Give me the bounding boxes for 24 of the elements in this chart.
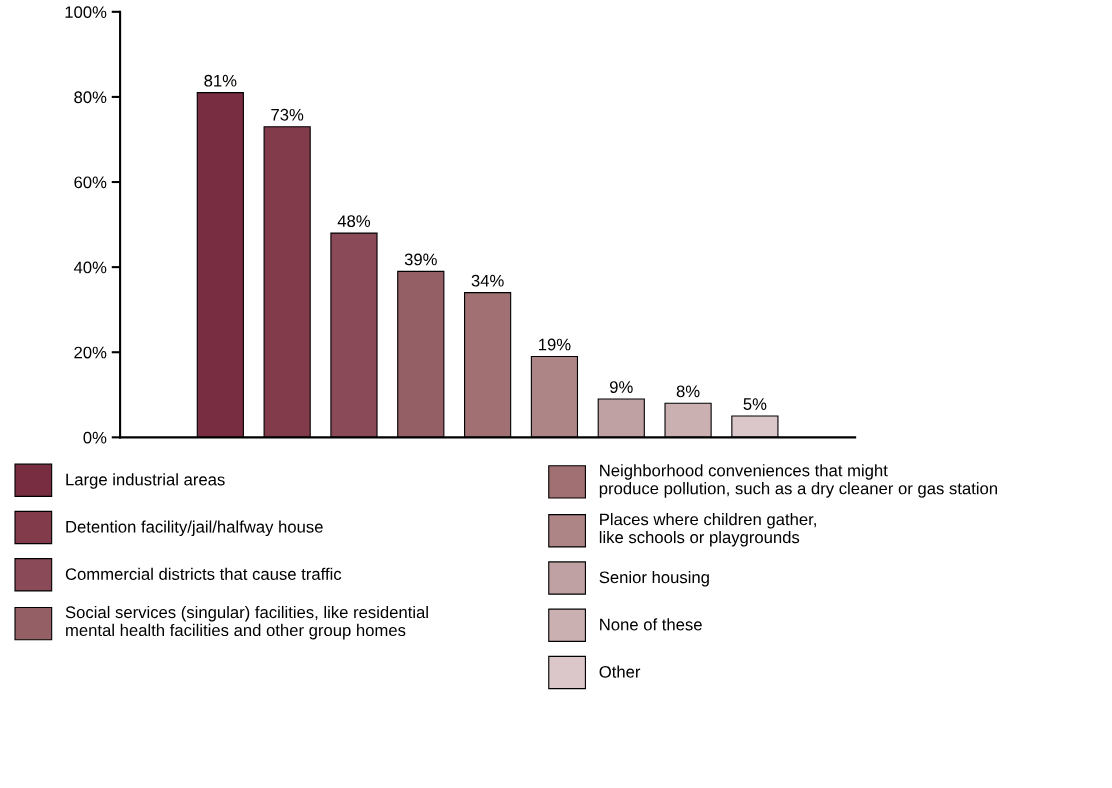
data-label: 34% xyxy=(471,274,504,287)
data-label: 48% xyxy=(337,215,371,228)
legend-label: Commercial districts that cause traffic xyxy=(65,567,342,580)
legend-label: None of these xyxy=(600,618,702,631)
data-label: 73% xyxy=(271,108,304,121)
data-label: 9% xyxy=(609,381,633,393)
legend-label: Senior housing xyxy=(599,570,709,587)
y-tick-label: 40% xyxy=(73,261,107,274)
y-tick-label: 20% xyxy=(74,346,107,359)
data-label: 81% xyxy=(204,74,237,87)
y-tick-label: 80% xyxy=(74,91,107,104)
legend-label: Places where children gather, like schools or playgrounds xyxy=(599,513,816,547)
y-tick-label: 60% xyxy=(74,176,107,189)
data-label: 5% xyxy=(743,398,767,410)
y-tick-label: 0% xyxy=(83,431,107,444)
legend-label: Detention facility/jail/halfway house xyxy=(66,520,323,537)
legend-label: Social services (singular) facilities, like residential mental health facilities and other group homes xyxy=(65,605,428,640)
legend-label: Other xyxy=(599,665,641,678)
legend-label: Large industrial areas xyxy=(66,473,225,489)
y-tick-label: 100% xyxy=(65,6,107,19)
data-label: 19% xyxy=(539,338,571,351)
legend-label: Neighborhood conveniences that might produce pollution, such as a dry cleaner or gas station xyxy=(599,464,997,498)
data-label: 8% xyxy=(676,385,700,398)
data-label: 39% xyxy=(404,253,437,266)
